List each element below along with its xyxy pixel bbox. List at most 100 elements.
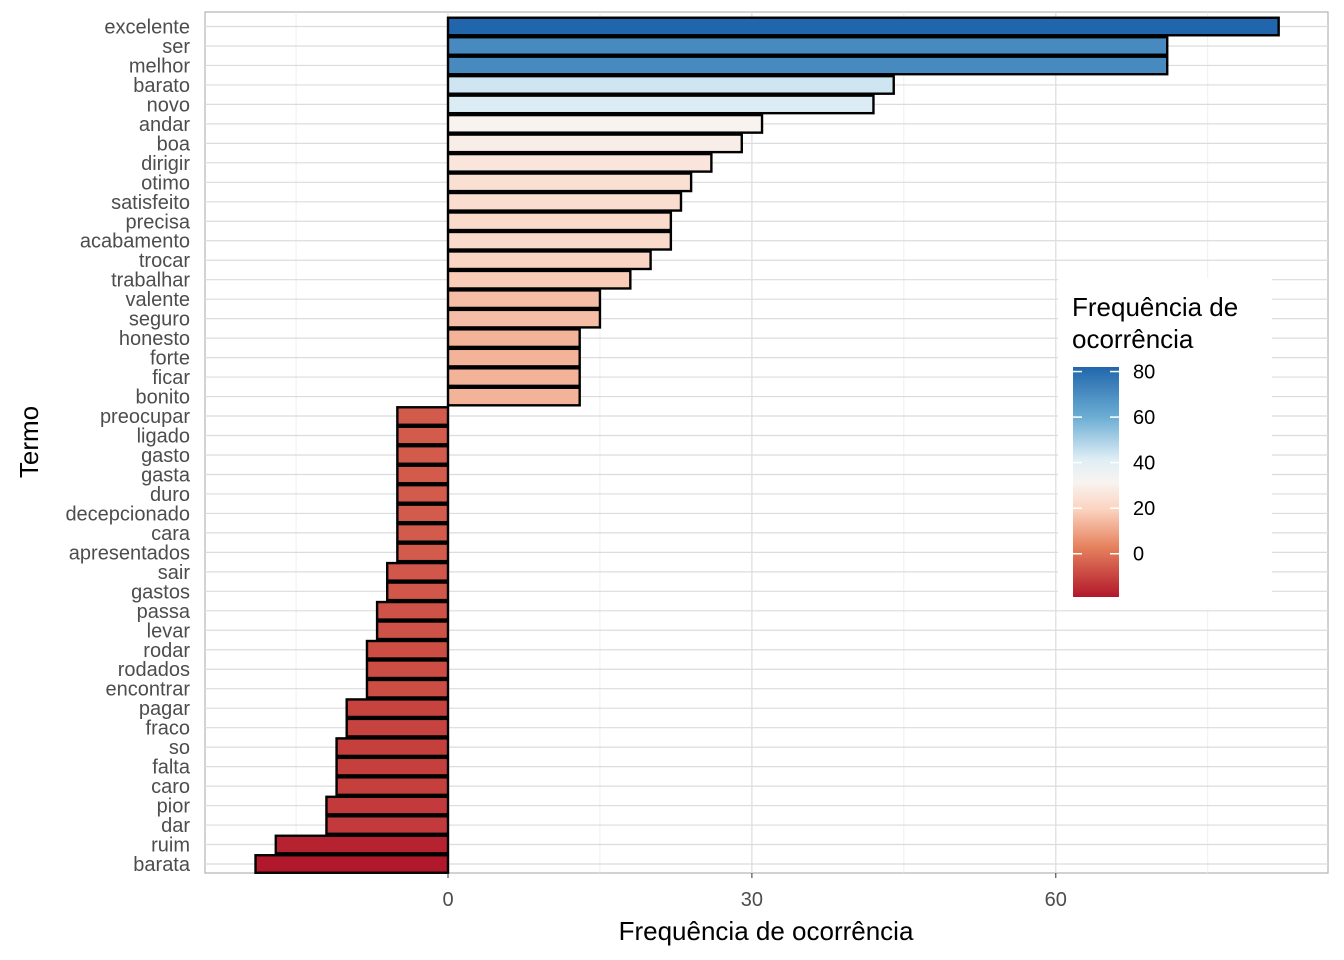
bar-trocar bbox=[446, 250, 652, 271]
bar-acabamento bbox=[446, 230, 673, 251]
bar-pagar bbox=[345, 698, 450, 719]
bar-encontrar bbox=[365, 678, 450, 699]
y-tick-label: ficar bbox=[152, 367, 190, 389]
bar-decepcionado bbox=[396, 503, 450, 524]
y-tick-label: falta bbox=[152, 757, 191, 779]
legend-tick-label: 0 bbox=[1133, 544, 1144, 566]
y-tick-label: dar bbox=[161, 815, 190, 837]
bar-cara bbox=[396, 522, 450, 543]
y-tick-label: cara bbox=[151, 523, 191, 545]
bar-so bbox=[335, 737, 450, 758]
y-tick-label: andar bbox=[139, 114, 190, 136]
y-axis-title: Termo bbox=[14, 406, 44, 478]
y-tick-label: fraco bbox=[146, 718, 190, 740]
legend-tick-label: 20 bbox=[1133, 498, 1155, 520]
legend-title-line-2: ocorrência bbox=[1072, 324, 1194, 354]
y-tick-label: boa bbox=[157, 133, 191, 155]
bar-valente bbox=[446, 289, 602, 310]
y-tick-label: apresentados bbox=[69, 542, 190, 564]
bar-gasto bbox=[396, 445, 450, 465]
bar-gastos bbox=[386, 581, 450, 602]
y-tick-label: encontrar bbox=[106, 679, 191, 701]
bar-rodados bbox=[365, 659, 450, 680]
y-tick-label: preocupar bbox=[100, 406, 190, 428]
y-tick-label: precisa bbox=[126, 211, 191, 233]
legend-title-line-1: Frequência de bbox=[1072, 292, 1238, 322]
bar-ser bbox=[446, 36, 1169, 56]
y-tick-label: novo bbox=[147, 94, 190, 116]
y-tick-label: otimo bbox=[141, 172, 190, 194]
x-ticks: 0 30 60 bbox=[442, 873, 1067, 911]
y-tick-label: sair bbox=[158, 562, 191, 584]
bar-falta bbox=[335, 756, 450, 777]
y-tick-label: trocar bbox=[139, 250, 190, 272]
y-tick-label: ser bbox=[162, 36, 190, 58]
y-tick-label: pagar bbox=[139, 698, 190, 720]
y-tick-label: seguro bbox=[129, 309, 190, 331]
y-tick-label: caro bbox=[151, 776, 190, 798]
y-tick-label: gastos bbox=[131, 581, 190, 603]
y-tick-label: gasta bbox=[141, 464, 191, 486]
bars bbox=[254, 16, 1280, 874]
y-tick-label: bonito bbox=[136, 387, 191, 409]
bar-novo bbox=[446, 94, 875, 115]
bar-honesto bbox=[446, 328, 581, 349]
bar-apresentados bbox=[396, 542, 450, 563]
bar-seguro bbox=[446, 308, 602, 329]
bar-ficar bbox=[446, 367, 581, 388]
y-tick-label: honesto bbox=[119, 328, 190, 350]
bar-dar bbox=[325, 815, 450, 836]
y-tick-label: so bbox=[169, 737, 190, 759]
bar-caro bbox=[335, 776, 450, 797]
bar-melhor bbox=[446, 55, 1169, 76]
y-tick-label: ruim bbox=[151, 835, 190, 857]
bar-pior bbox=[325, 795, 450, 816]
y-tick-label: acabamento bbox=[80, 231, 190, 253]
y-tick-label: barata bbox=[133, 854, 191, 876]
bar-levar bbox=[375, 620, 450, 641]
bar-ligado bbox=[396, 425, 450, 446]
y-tick-label: trabalhar bbox=[111, 270, 190, 292]
x-tick-label: 60 bbox=[1045, 889, 1067, 911]
bar-ruim bbox=[274, 834, 450, 855]
bar-forte bbox=[446, 347, 581, 368]
y-tick-label: passa bbox=[137, 601, 191, 623]
bar-precisa bbox=[446, 211, 673, 232]
bar-duro bbox=[396, 483, 450, 504]
legend-colorbar bbox=[1073, 367, 1119, 597]
y-tick-label: rodados bbox=[118, 659, 190, 681]
bar-sair bbox=[386, 561, 450, 582]
bar-rodar bbox=[365, 639, 450, 660]
y-tick-label: satisfeito bbox=[111, 192, 190, 214]
y-tick-label: forte bbox=[150, 348, 190, 370]
y-tick-label: duro bbox=[150, 484, 190, 506]
legend-tick-label: 40 bbox=[1133, 453, 1155, 475]
x-axis-title: Frequência de ocorrência bbox=[619, 916, 914, 946]
bar-otimo bbox=[446, 172, 693, 193]
bar-trabalhar bbox=[446, 269, 632, 290]
y-tick-label: rodar bbox=[143, 640, 190, 662]
y-tick-label: levar bbox=[147, 620, 191, 642]
legend: Frequência de ocorrência 80 60 40 20 0 bbox=[1058, 278, 1272, 610]
y-tick-label: dirigir bbox=[141, 153, 190, 175]
bar-preocupar bbox=[396, 406, 450, 426]
y-tick-label: gasto bbox=[141, 445, 190, 467]
x-tick-label: 30 bbox=[741, 889, 763, 911]
bar-gasta bbox=[396, 464, 450, 485]
bar-bonito bbox=[446, 386, 581, 407]
y-tick-label: excelente bbox=[104, 17, 190, 39]
y-tick-label: melhor bbox=[129, 55, 190, 77]
legend-tick-label: 60 bbox=[1133, 407, 1155, 429]
y-tick-label: decepcionado bbox=[65, 503, 190, 525]
y-tick-labels: excelentesermelhorbaratonovoandarboadiri… bbox=[65, 17, 190, 877]
bar-boa bbox=[446, 133, 743, 154]
x-tick-label: 0 bbox=[442, 889, 453, 911]
legend-tick-label: 80 bbox=[1133, 362, 1155, 384]
bar-excelente bbox=[446, 16, 1280, 37]
y-tick-label: valente bbox=[126, 289, 191, 311]
legend-ticks: 80 60 40 20 0 bbox=[1073, 362, 1155, 566]
bar-barata bbox=[254, 854, 450, 874]
bar-dirigir bbox=[446, 152, 713, 173]
bar-barato bbox=[446, 74, 895, 95]
